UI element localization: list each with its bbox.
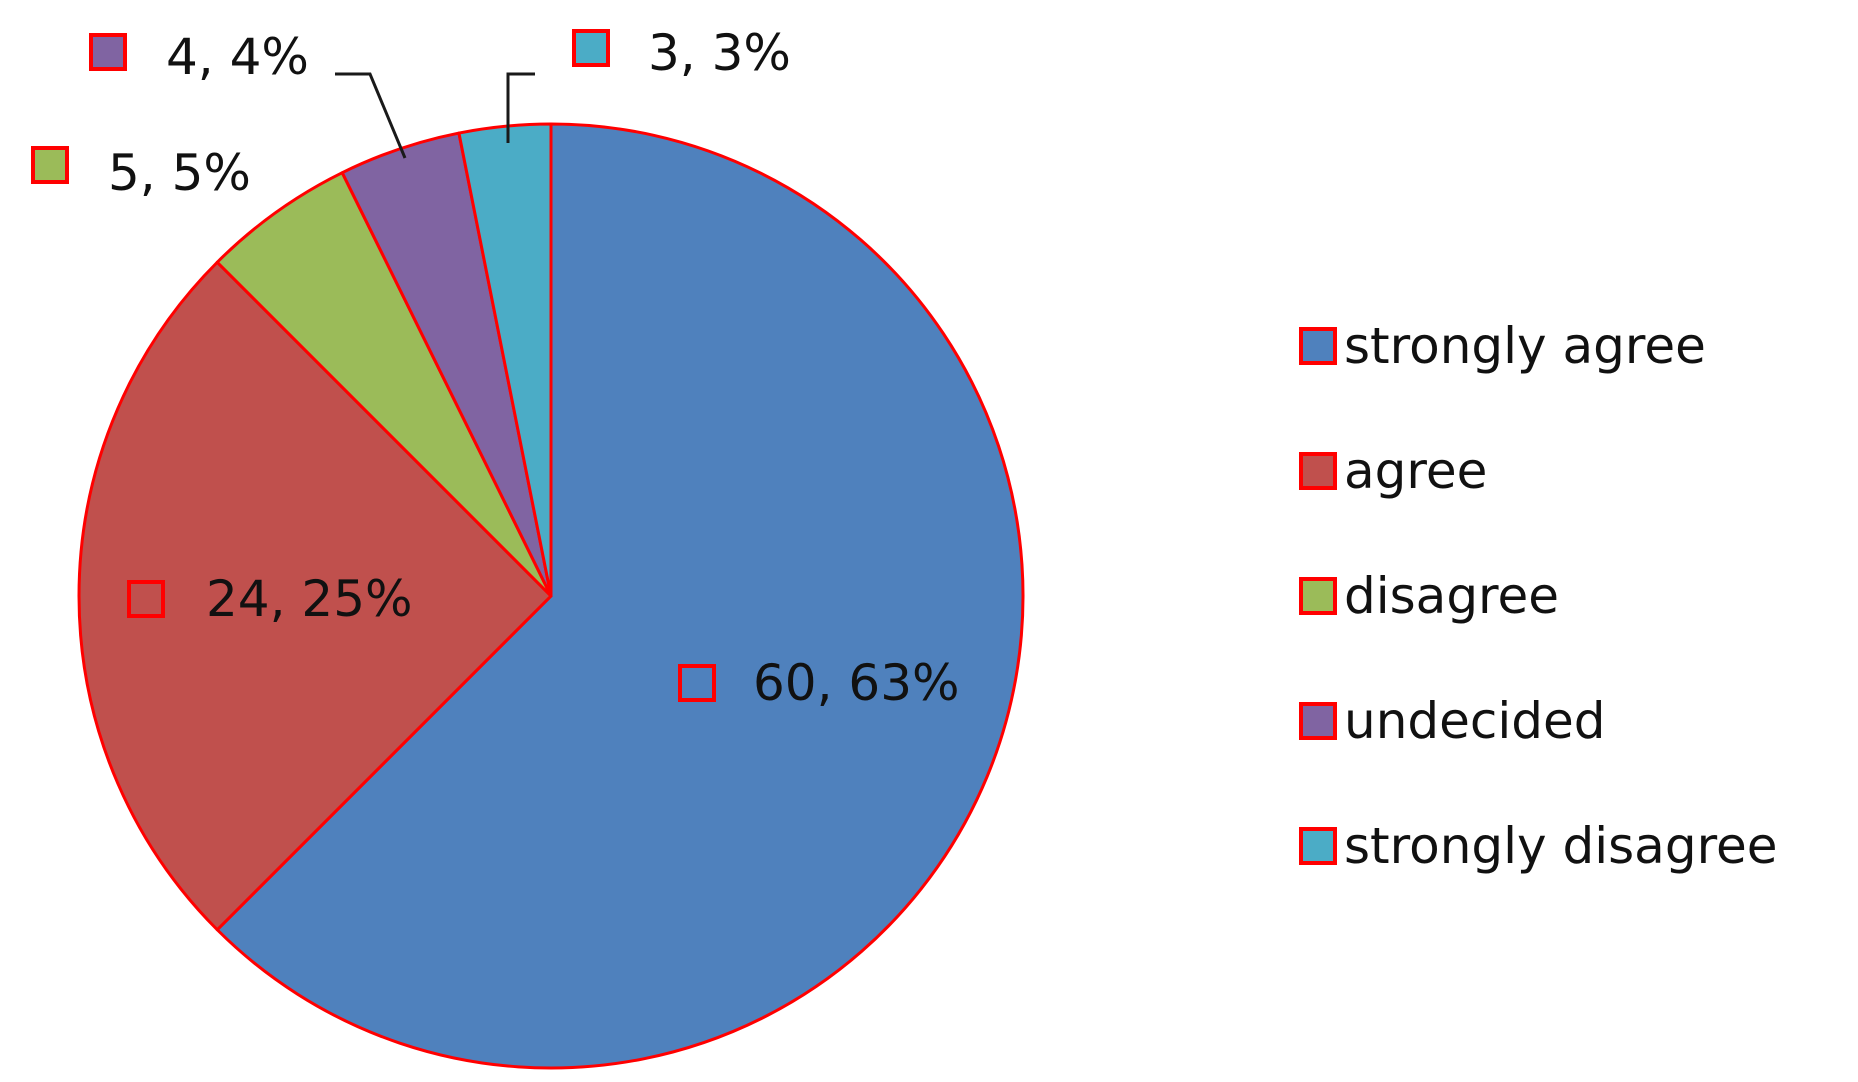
- data-label-marker: [127, 580, 165, 618]
- legend-label: strongly disagree: [1344, 817, 1778, 875]
- data-label-text: 3, 3%: [648, 24, 791, 82]
- legend-item-agree: agree: [1299, 442, 1487, 500]
- pie-slice-strongly-agree: [215, 122, 1025, 1070]
- legend-swatch: [1299, 452, 1337, 490]
- legend-label: agree: [1344, 442, 1487, 500]
- legend-swatch: [1299, 577, 1337, 615]
- data-label-text: 60, 63%: [753, 654, 960, 712]
- data-label-strongly-agree: 60, 63%: [678, 654, 960, 712]
- data-label-undecided: 4, 4%: [89, 28, 309, 86]
- data-label-agree: 24, 25%: [127, 570, 413, 628]
- legend-swatch: [1299, 827, 1337, 865]
- legend-item-strongly-agree: strongly agree: [1299, 317, 1706, 375]
- legend-item-strongly-disagree: strongly disagree: [1299, 817, 1778, 875]
- legend-item-undecided: undecided: [1299, 692, 1606, 750]
- leader-line: [506, 72, 535, 143]
- legend: strongly agree agree disagree undecided stro…: [1299, 317, 1778, 875]
- data-label-marker: [89, 33, 127, 71]
- leader-line: [335, 72, 407, 159]
- data-label-text: 5, 5%: [108, 144, 251, 202]
- data-label-marker: [572, 29, 610, 67]
- data-labels: 60, 63% 24, 25% 5, 5% 4, 4% 3, 3%: [31, 24, 960, 712]
- leader-lines: [335, 72, 535, 159]
- data-label-marker: [678, 664, 716, 702]
- data-label-disagree: 5, 5%: [31, 144, 251, 202]
- legend-swatch: [1299, 327, 1337, 365]
- data-label-strongly-disagree: 3, 3%: [572, 24, 791, 82]
- data-label-marker: [31, 146, 69, 184]
- pie-slice-disagree: [215, 171, 553, 598]
- legend-swatch: [1299, 702, 1337, 740]
- pie-slice-agree: [77, 260, 553, 932]
- data-label-text: 24, 25%: [206, 570, 413, 628]
- legend-label: disagree: [1344, 567, 1559, 625]
- data-label-text: 4, 4%: [166, 28, 309, 86]
- pie-slice-strongly-disagree: [457, 122, 553, 598]
- legend-item-disagree: disagree: [1299, 567, 1559, 625]
- legend-label: undecided: [1344, 692, 1606, 750]
- legend-label: strongly agree: [1344, 317, 1706, 375]
- pie-slices: [77, 122, 1025, 1070]
